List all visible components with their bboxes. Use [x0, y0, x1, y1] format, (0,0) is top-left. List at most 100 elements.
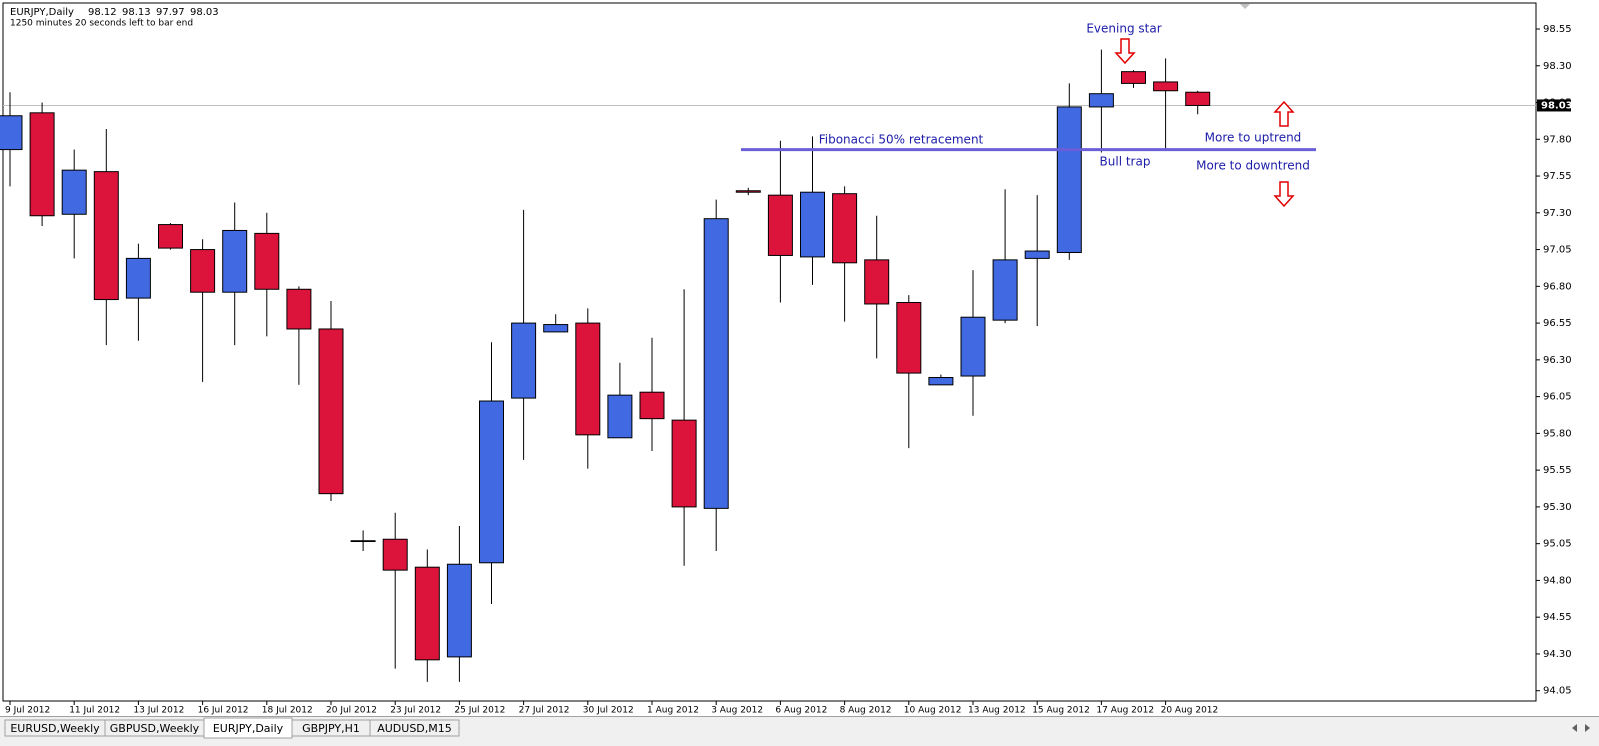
candle-body: [928, 376, 954, 386]
candle-body: [318, 328, 344, 495]
y-tick-label: 98.55: [1543, 24, 1572, 35]
candle-body: [254, 232, 280, 290]
y-tick-label: 94.05: [1543, 686, 1572, 697]
shift-marker: [1240, 4, 1250, 9]
candle-body: [1185, 91, 1211, 106]
header-open: 98.12: [88, 7, 117, 18]
y-tick-label: 97.80: [1543, 134, 1572, 145]
x-tick-label: 20 Aug 2012: [1161, 706, 1219, 716]
candle-body: [0, 115, 23, 151]
y-tick-label: 96.80: [1543, 281, 1572, 292]
candle-body: [222, 229, 248, 293]
y-tick-label: 98.30: [1543, 61, 1572, 72]
candle-body: [735, 190, 761, 193]
y-tick-label: 96.05: [1543, 392, 1572, 403]
scroll-left[interactable]: [1572, 724, 1577, 732]
candle-body: [607, 394, 633, 439]
tab-label[interactable]: GBPUSD,Weekly: [110, 722, 200, 735]
y-tick-label: 95.30: [1543, 502, 1572, 513]
candle-body: [1153, 81, 1179, 92]
x-tick-label: 27 Jul 2012: [519, 706, 570, 716]
tab[interactable]: [369, 719, 460, 737]
x-tick-label: 17 Aug 2012: [1096, 706, 1154, 716]
bar-timer: 1250 minutes 20 seconds left to bar end: [10, 19, 193, 29]
candle-body: [671, 419, 697, 508]
candle-body: [125, 257, 151, 299]
arrow-down: [1114, 38, 1136, 65]
candle-body: [511, 322, 537, 399]
x-tick-label: 8 Aug 2012: [840, 706, 892, 716]
x-tick-label: 15 Aug 2012: [1032, 706, 1090, 716]
annotation-downtrend: More to downtrend: [1196, 159, 1310, 173]
x-tick-label: 11 Jul 2012: [69, 706, 120, 716]
current-price-box: [1537, 99, 1571, 112]
x-tick-label: 25 Jul 2012: [454, 706, 505, 716]
candle-body: [414, 566, 440, 661]
tab-label[interactable]: AUDUSD,M15: [377, 722, 452, 735]
tab-label[interactable]: GBPJPY,H1: [302, 722, 360, 735]
candle-body: [1024, 250, 1050, 259]
arrow-up: [1273, 100, 1295, 127]
y-tick-label: 97.30: [1543, 208, 1572, 219]
x-tick-label: 18 Jul 2012: [262, 706, 313, 716]
candle-body: [1056, 106, 1082, 254]
x-tick-label: 16 Jul 2012: [198, 706, 249, 716]
y-tick-label: 96.30: [1543, 355, 1572, 366]
candle-body: [1121, 71, 1146, 84]
x-tick-label: 13 Aug 2012: [968, 706, 1026, 716]
candle-body: [767, 194, 793, 256]
candle-body: [93, 171, 119, 301]
candle-body: [832, 193, 858, 264]
annotation-uptrend: More to uptrend: [1205, 131, 1302, 145]
y-tick-label: 96.55: [1543, 318, 1572, 329]
y-tick-label: 95.80: [1543, 428, 1572, 439]
candle-body: [960, 316, 986, 377]
scroll-right[interactable]: [1585, 724, 1590, 732]
x-tick-label: 6 Aug 2012: [775, 706, 827, 716]
header-low: 97.97: [156, 7, 185, 18]
candle-body: [382, 538, 408, 571]
candle-body: [703, 218, 729, 509]
arrow-down: [1273, 181, 1295, 208]
plot-frame: [2, 2, 1537, 702]
x-tick-label: 20 Jul 2012: [326, 706, 377, 716]
y-tick-label: 97.05: [1543, 245, 1572, 256]
candle-body: [158, 224, 183, 249]
x-tick-label: 30 Jul 2012: [583, 706, 634, 716]
x-tick-label: 3 Aug 2012: [711, 706, 763, 716]
tab-label[interactable]: EURJPY,Daily: [213, 722, 284, 735]
candle-body: [800, 191, 825, 258]
y-tick-label: 94.55: [1543, 612, 1572, 623]
x-tick-label: 13 Jul 2012: [133, 706, 184, 716]
y-tick-label: 95.05: [1543, 539, 1572, 550]
x-tick-label: 1 Aug 2012: [647, 706, 699, 716]
header-high: 98.13: [122, 7, 151, 18]
tab-label[interactable]: EURUSD,Weekly: [10, 722, 100, 735]
annotation-fibonacci: Fibonacci 50% retracement: [819, 133, 984, 147]
symbol-title: EURJPY,Daily: [10, 7, 74, 18]
candle-body: [479, 400, 504, 564]
candle-body: [350, 540, 376, 543]
candle-body: [575, 322, 601, 436]
x-tick-label: 23 Jul 2012: [390, 706, 441, 716]
header-close: 98.03: [190, 7, 219, 18]
annotation-bull-trap: Bull trap: [1100, 155, 1151, 169]
annotation-evening-star: Evening star: [1086, 22, 1161, 36]
x-tick-label: 9 Jul 2012: [5, 706, 50, 716]
x-tick-label: 10 Aug 2012: [904, 706, 962, 716]
candle-body: [190, 249, 216, 293]
y-tick-label: 94.30: [1543, 649, 1572, 660]
y-tick-label: 94.80: [1543, 575, 1572, 586]
candle-body: [286, 288, 312, 330]
y-tick-label: 97.55: [1543, 171, 1572, 182]
candle-body: [639, 391, 665, 420]
y-tick-label: 95.55: [1543, 465, 1572, 476]
candle-body: [1088, 93, 1114, 108]
candle-body: [543, 324, 569, 333]
candle-body: [992, 259, 1018, 321]
candle-body: [61, 169, 87, 215]
candle-body: [446, 563, 472, 658]
current-price-label: 98.03: [1541, 100, 1573, 111]
